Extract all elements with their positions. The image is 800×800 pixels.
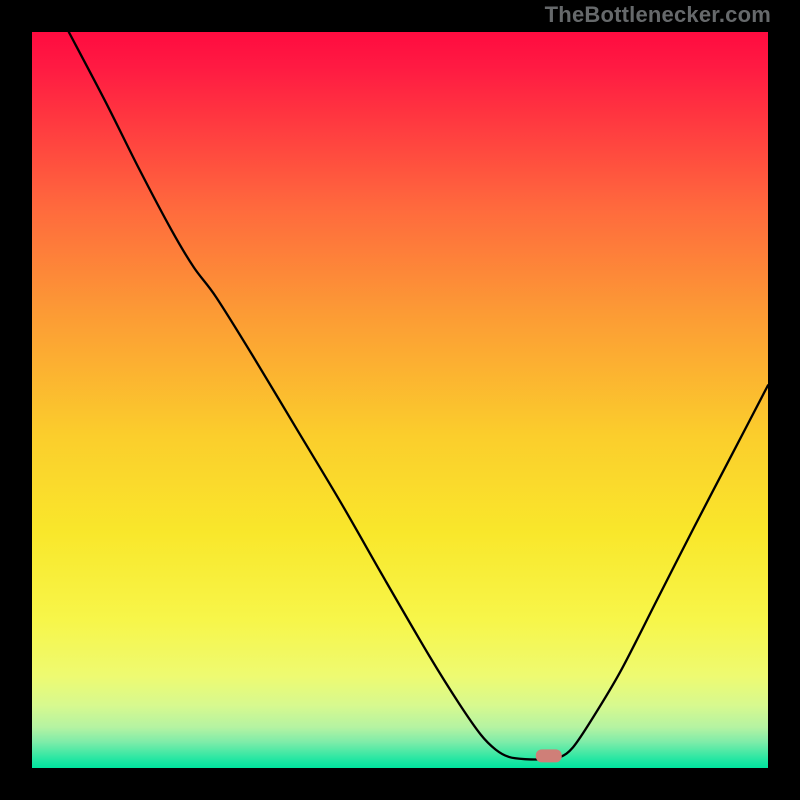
- optimal-marker: [535, 750, 561, 763]
- watermark-text: TheBottlenecker.com: [545, 2, 771, 28]
- bottleneck-chart: TheBottlenecker.com: [0, 0, 800, 800]
- plot-area: [32, 32, 768, 768]
- curve-svg: [32, 32, 768, 768]
- bottleneck-curve: [69, 32, 768, 759]
